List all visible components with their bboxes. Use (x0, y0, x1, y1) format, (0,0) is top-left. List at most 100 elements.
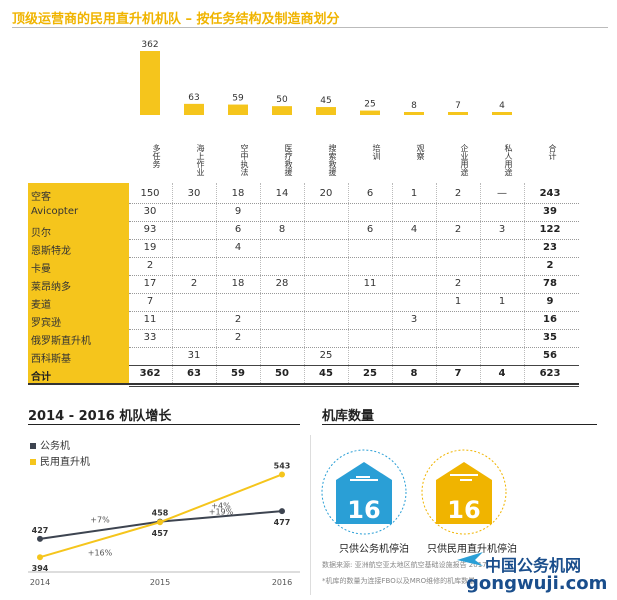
growth-label: +16% (88, 549, 113, 558)
table-cell: 18 (231, 188, 245, 199)
bar-col-3 (272, 106, 292, 115)
column-separator (304, 183, 305, 383)
series-point (157, 519, 163, 526)
table-cell: 33 (143, 332, 157, 343)
table-cell: 14 (275, 188, 289, 199)
category-label-2: 空中执法 (240, 144, 249, 176)
legend-swatch-heli (30, 459, 36, 465)
column-separator (524, 183, 525, 383)
column-separator (392, 183, 393, 383)
table-cell: 11 (143, 314, 157, 325)
category-label-3: 医疗救援 (284, 144, 293, 176)
category-label-8: 私人用途 (504, 144, 513, 176)
data-label: 457 (152, 529, 169, 538)
bar-value-label: 25 (364, 100, 375, 110)
category-label-5: 培训 (372, 144, 381, 160)
series-point (279, 471, 285, 478)
table-cell: 4 (498, 368, 506, 379)
category-label-6: 观察 (416, 144, 425, 160)
table-row-name: 空客 (31, 192, 51, 203)
series-point (37, 535, 43, 542)
table-cell: 2 (546, 260, 554, 271)
table-row-name: 卡曼 (31, 264, 51, 275)
legend-item-jet: 公务机 (30, 437, 70, 452)
table-cell: 3 (410, 314, 418, 325)
growth-label: +19% (209, 507, 234, 516)
bar-value-label: 50 (276, 95, 288, 105)
bar-col-0 (140, 51, 160, 115)
legend-label-jet: 公务机 (40, 441, 70, 452)
row-divider (129, 221, 579, 222)
row-divider (129, 257, 579, 258)
data-label: 543 (274, 461, 291, 470)
page-title: 顶级运营商的民用直升机机队 – 按任务结构及制造商划分 (12, 12, 340, 27)
row-divider (129, 239, 579, 240)
hangar-graphics: 16 16 (321, 449, 507, 535)
table-cell: 50 (275, 368, 289, 379)
table-row-name: 俄罗斯直升机 (31, 336, 91, 347)
data-label: 394 (32, 564, 49, 573)
watermark-plane-icon (457, 552, 483, 566)
table-cell: 35 (543, 332, 557, 343)
table-cell: 20 (319, 188, 333, 199)
growth-line-chart: 2014 2015 2016 427 458 477 +7% +4% 394 457 543 +16%… (28, 461, 300, 587)
table-cell: 150 (140, 188, 160, 199)
table-row-name: 贝尔 (31, 228, 51, 239)
legend-item-heli: 民用直升机 (30, 453, 90, 468)
growth-divider (28, 424, 300, 425)
column-separator (172, 183, 173, 383)
hangar-heli: 16 (421, 449, 507, 535)
table-cell: 8 (410, 368, 418, 379)
table-cell: 9 (546, 296, 554, 307)
table-cell: 25 (363, 368, 377, 379)
table-cell: 3 (498, 224, 506, 235)
category-label-0: 多任务 (152, 144, 161, 168)
table-cell: 7 (146, 296, 154, 307)
table-cell: 2 (190, 278, 198, 289)
table-cell: 23 (543, 242, 557, 253)
bar-value-label: 8 (411, 101, 417, 111)
table-cell: 25 (319, 350, 333, 361)
row-divider (129, 329, 579, 330)
bar-value-label: 4 (499, 101, 505, 111)
bar-value-label: 7 (455, 101, 461, 111)
data-label: 458 (152, 509, 169, 518)
table-cell: 623 (539, 368, 561, 379)
table-cell: 6 (366, 188, 374, 199)
table-cell: 1 (498, 296, 506, 307)
bar-col-6 (404, 112, 424, 115)
table-row-name: 恩斯特龙 (31, 246, 71, 257)
table-row-name: 合计 (31, 372, 51, 383)
table-row-name: 麦道 (31, 300, 51, 311)
hangar-heli-ring (421, 449, 507, 535)
category-label-9: 合计 (548, 144, 557, 160)
x-tick-label: 2016 (272, 578, 292, 587)
table-cell: 6 (366, 224, 374, 235)
table-cell: 2 (454, 278, 462, 289)
hangar-jet-label: 只供公务机停泊 (339, 544, 409, 555)
column-separator (216, 183, 217, 383)
watermark-en: gongwuji.com (466, 573, 608, 594)
column-separator (480, 183, 481, 383)
table-cell: 93 (143, 224, 157, 235)
hangar-jet-count: 16 (347, 496, 380, 524)
bar-value-label: 362 (141, 40, 158, 50)
bar-col-8 (492, 112, 512, 115)
table-cell: 1 (454, 296, 462, 307)
category-label-4: 搜索救援 (328, 144, 337, 176)
table-cell: 9 (234, 206, 242, 217)
table-cell: 30 (143, 206, 157, 217)
jet-icon (350, 476, 378, 481)
bar-value-label: 63 (188, 93, 199, 103)
table-cell: 6 (234, 224, 242, 235)
table-cell: 2 (234, 314, 242, 325)
table-row-name: Avicopter (31, 206, 79, 217)
bar-value-label: 45 (320, 96, 331, 106)
table-cell: 19 (143, 242, 157, 253)
series-point (37, 554, 43, 561)
row-divider (129, 347, 579, 348)
growth-label: +7% (90, 515, 110, 524)
row-divider (129, 293, 579, 294)
bar-value-label: 59 (232, 94, 244, 104)
hangar-heli-label: 只供民用直升机停泊 (427, 544, 517, 555)
